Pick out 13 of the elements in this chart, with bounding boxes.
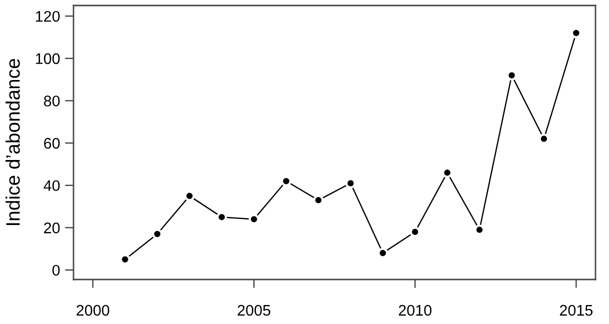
x-tick-label: 2010	[398, 304, 432, 316]
point	[152, 228, 162, 240]
x-tick-label: 2000	[76, 304, 110, 316]
x-tick-label: 2015	[560, 304, 593, 316]
y-tick-label: 20	[44, 222, 60, 234]
y-tick-label: 120	[36, 10, 60, 22]
y-tick-label: 100	[36, 53, 60, 64]
y-tick-label: 60	[44, 138, 60, 149]
y-tick-label: 0	[52, 264, 60, 276]
x-tick-label: 2005	[238, 304, 270, 316]
y-axis-title: Indice d’abondance	[6, 59, 20, 226]
y-tick-label: 40	[44, 180, 60, 192]
y-tick-label: 80	[44, 96, 60, 106]
